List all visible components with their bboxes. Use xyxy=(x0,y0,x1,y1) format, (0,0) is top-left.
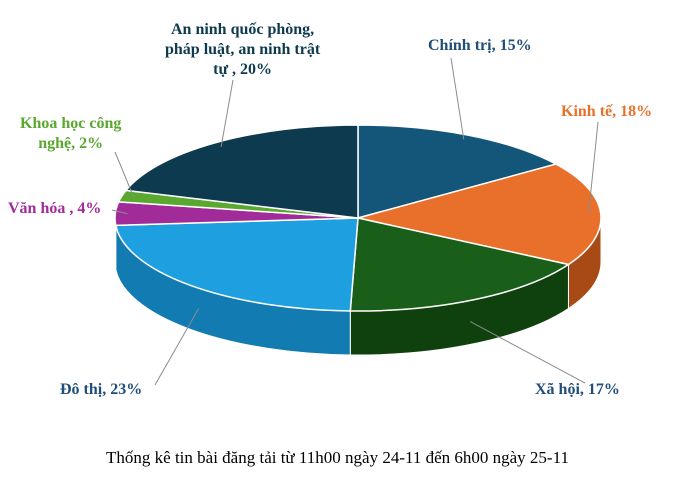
chart-caption: Thống kê tin bài đăng tải từ 11h00 ngày … xyxy=(106,448,569,467)
leader-line-do-thi xyxy=(154,308,200,386)
leader-lines xyxy=(111,57,599,386)
leader-line-an-ninh-quoc-phong-phap-luat-an-ninh-trat-tu xyxy=(220,79,234,147)
slice-do-thi xyxy=(114,217,359,312)
label-van-hoa: Văn hóa , 4% xyxy=(8,200,102,217)
slice-an-ninh-quoc-phong-phap-luat-an-ninh-trat-tu xyxy=(124,124,359,219)
label-do-thi: Đô thị, 23% xyxy=(60,381,143,398)
leader-line-kinh-te xyxy=(588,121,599,214)
slice-kinh-te xyxy=(357,163,602,266)
pie-top-faces xyxy=(114,124,602,312)
leader-line-khoa-hoc-cong-nghe xyxy=(114,151,135,198)
leader-line-chinh-tri xyxy=(450,57,465,140)
label-khoa-hoc-cong-nghe: Khoa học công nghệ, 2% xyxy=(20,115,122,152)
label-kinh-te: Kinh tế, 18% xyxy=(561,103,653,120)
label-chinh-tri: Chính trị, 15% xyxy=(428,37,532,54)
label-an-ninh-quoc-phong: An ninh quốc phòng, pháp luật, an ninh tr… xyxy=(165,21,321,78)
label-xa-hoi: Xã hội, 17% xyxy=(535,381,620,398)
leader-line-xa-hoi xyxy=(470,321,586,384)
leader-line-van-hoa xyxy=(111,209,128,215)
slice-xa-hoi xyxy=(349,217,571,312)
slice-chinh-tri xyxy=(357,124,558,219)
